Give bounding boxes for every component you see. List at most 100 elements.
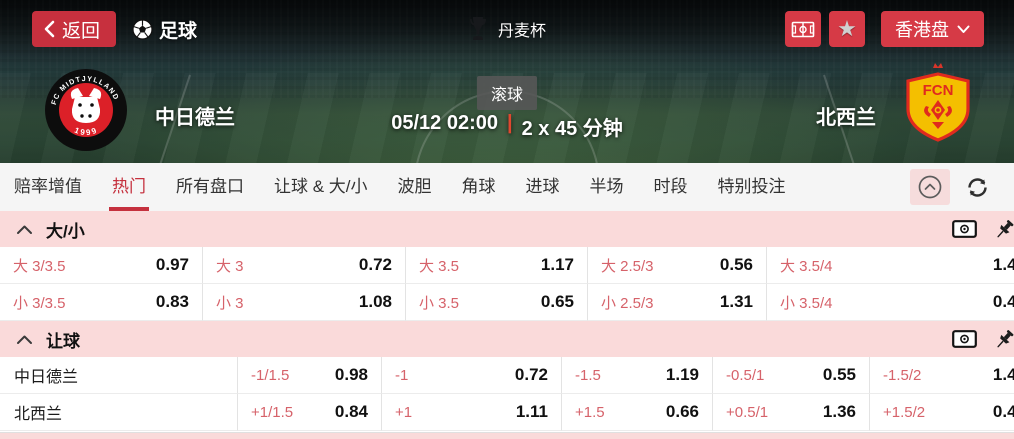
- section-title: 大/小: [46, 221, 85, 241]
- odds-cell-under-35[interactable]: 小 3.5 0.65: [406, 284, 588, 321]
- odds-cell-home-m15[interactable]: -1.5 1.19: [562, 357, 713, 394]
- tab-correct-score[interactable]: 波胆: [397, 177, 432, 196]
- odds-cell-under-25-3[interactable]: 小 2.5/3 1.31: [588, 284, 767, 321]
- odds-cell-away-p15-2[interactable]: +1.5/2 0.49: [870, 394, 1014, 431]
- handicap-home-team: 中日德兰: [0, 357, 238, 394]
- back-label: 返回: [62, 20, 101, 42]
- away-crest-text: FCN: [923, 82, 954, 99]
- odds-value: 0.72: [514, 365, 548, 384]
- pushpin-icon[interactable]: [992, 218, 1014, 242]
- svg-text:1999: 1999: [73, 125, 99, 137]
- odds-cell-away-p05-1[interactable]: +0.5/1 1.36: [713, 394, 870, 431]
- odds-label: +1.5: [575, 403, 605, 421]
- star-icon: ★: [837, 16, 857, 41]
- odds-value: 0.56: [719, 255, 753, 274]
- odds-cell-over-3[interactable]: 大 3 0.72: [203, 247, 406, 284]
- refresh-button[interactable]: [962, 172, 992, 202]
- banknote-icon[interactable]: [952, 220, 977, 238]
- soccer-ball-icon: [132, 18, 153, 40]
- home-team-logo: FC MIDTJYLLAND 1999: [44, 68, 128, 157]
- tab-all-markets[interactable]: 所有盘口: [176, 177, 244, 196]
- sport-label: 足球: [159, 20, 198, 42]
- odds-label: +0.5/1: [726, 403, 769, 421]
- odds-value: 0.49: [992, 292, 1014, 311]
- odds-cell-over-3-35[interactable]: 大 3/3.5 0.97: [0, 247, 203, 284]
- odds-cell-home-m1-15[interactable]: -1/1.5 0.98: [238, 357, 382, 394]
- pitch-stats-button[interactable]: [785, 11, 821, 47]
- collapse-all-button[interactable]: [910, 169, 950, 205]
- odds-cell-away-p15[interactable]: +1.5 0.66: [562, 394, 713, 431]
- top-bar: 返回 足球: [0, 0, 1014, 58]
- tab-goals[interactable]: 进球: [525, 177, 560, 196]
- odds-label: -1.5: [575, 366, 601, 384]
- odds-cell-over-35[interactable]: 大 3.5 1.17: [406, 247, 588, 284]
- odds-cell-over-25-3[interactable]: 大 2.5/3 0.56: [588, 247, 767, 284]
- market-selector-dropdown[interactable]: 香港盘: [881, 11, 984, 47]
- odds-value: 0.98: [334, 365, 368, 384]
- odds-value: 1.49: [992, 365, 1014, 384]
- odds-value: 0.49: [992, 402, 1014, 421]
- football-pitch-icon: [791, 21, 815, 38]
- section-over-under: 大/小: [0, 211, 1014, 321]
- odds-cell-away-p1-15[interactable]: +1/1.5 0.84: [238, 394, 382, 431]
- kickoff-line: 05/12 02:00 | 2 x 45 分钟: [391, 112, 623, 141]
- market-tab-bar: 赔率增值 热门 所有盘口 让球 & 大/小 波胆 角球 进球 半场 时段 特别投…: [0, 163, 1014, 211]
- odds-label: 大 3/3.5: [13, 257, 66, 275]
- kickoff-separator: |: [506, 112, 513, 134]
- odds-label: +1.5/2: [883, 403, 926, 421]
- odds-label: 大 3.5/4: [780, 257, 833, 275]
- odds-cell-away-p1[interactable]: +1 1.11: [382, 394, 562, 431]
- odds-value: 0.83: [155, 292, 189, 311]
- banknote-icon[interactable]: [952, 330, 977, 348]
- tab-handicap-ou[interactable]: 让球 & 大/小: [274, 177, 368, 196]
- odds-value: 1.17: [540, 255, 574, 274]
- odds-value: 0.65: [540, 292, 574, 311]
- away-team-logo: FCN: [902, 62, 974, 151]
- pushpin-icon[interactable]: [992, 328, 1014, 352]
- odds-cell-home-m1[interactable]: -1 0.72: [382, 357, 562, 394]
- favorite-button[interactable]: ★: [829, 11, 865, 47]
- tab-corners[interactable]: 角球: [461, 177, 496, 196]
- odds-cell-home-m05-1[interactable]: -0.5/1 0.55: [713, 357, 870, 394]
- odds-cell-under-35-4[interactable]: 小 3.5/4 0.49: [767, 284, 1014, 321]
- over-under-section-header[interactable]: 大/小: [0, 211, 1014, 247]
- trophy-icon: [468, 16, 488, 42]
- league-label: 丹麦杯: [497, 23, 547, 40]
- section-handicap: 让球 中日德兰: [0, 321, 1014, 431]
- odds-value: 0.84: [334, 402, 368, 421]
- back-button[interactable]: 返回: [32, 11, 117, 47]
- odds-value: 1.36: [822, 402, 856, 421]
- odds-label: 小 3.5/4: [780, 294, 833, 312]
- odds-label: -0.5/1: [726, 366, 765, 384]
- tab-period[interactable]: 时段: [653, 177, 688, 196]
- odds-cell-home-m15-2[interactable]: -1.5/2 1.49: [870, 357, 1014, 394]
- odds-label: -1: [395, 366, 409, 384]
- tab-specials[interactable]: 特别投注: [717, 177, 786, 196]
- odds-label: 小 2.5/3: [601, 294, 654, 312]
- handicap-section-header[interactable]: 让球: [0, 321, 1014, 357]
- next-section-header-partial: [0, 432, 1014, 439]
- match-length: 2 x 45 分钟: [521, 118, 623, 140]
- refresh-icon: [965, 175, 990, 200]
- odds-label: 大 3: [216, 257, 244, 275]
- odds-value: 0.66: [665, 402, 699, 421]
- chevron-down-icon: [957, 25, 970, 34]
- tab-hot[interactable]: 热门: [109, 163, 149, 211]
- chevron-left-icon: [44, 20, 55, 38]
- odds-label: -1.5/2: [883, 366, 922, 384]
- away-team-name: 北西兰: [816, 107, 876, 129]
- odds-cell-over-35-4[interactable]: 大 3.5/4 1.44: [767, 247, 1014, 284]
- odds-value: 1.44: [992, 255, 1014, 274]
- tab-odds-boost[interactable]: 赔率增值: [14, 177, 82, 196]
- breadcrumb-sport[interactable]: 足球: [132, 16, 197, 43]
- odds-label: -1/1.5: [251, 366, 290, 384]
- tab-half[interactable]: 半场: [589, 177, 624, 196]
- odds-cell-under-3[interactable]: 小 3 1.08: [203, 284, 406, 321]
- over-under-odds-grid: 大 3/3.5 0.97 大 3 0.72 大 3.5 1.17 大 2.5/3…: [0, 247, 1014, 321]
- odds-label: +1: [395, 403, 413, 421]
- odds-cell-under-3-35[interactable]: 小 3/3.5 0.83: [0, 284, 203, 321]
- handicap-away-team: 北西兰: [0, 394, 238, 431]
- odds-label: 小 3.5: [419, 294, 460, 312]
- top-bar-actions: ★ 香港盘: [785, 11, 984, 47]
